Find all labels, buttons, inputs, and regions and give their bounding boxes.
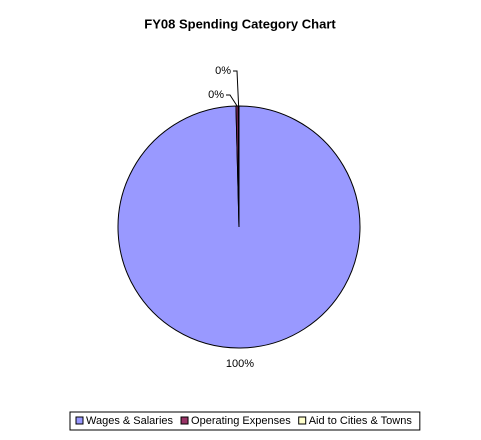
leader-line [226,94,238,107]
legend-label: Operating Expenses [191,415,291,427]
legend-swatch [180,416,189,425]
chart-title: FY08 Spending Category Chart [144,16,336,31]
legend-label: Aid to Cities & Towns [309,415,413,427]
legend [69,411,421,431]
legend-swatch [298,416,307,425]
data-label: 100% [226,358,254,370]
data-label: 0% [215,65,231,77]
leader-line [233,70,240,107]
legend-swatch [75,416,84,425]
legend-label: Wages & Salaries [86,415,174,427]
data-label: 0% [208,89,224,101]
